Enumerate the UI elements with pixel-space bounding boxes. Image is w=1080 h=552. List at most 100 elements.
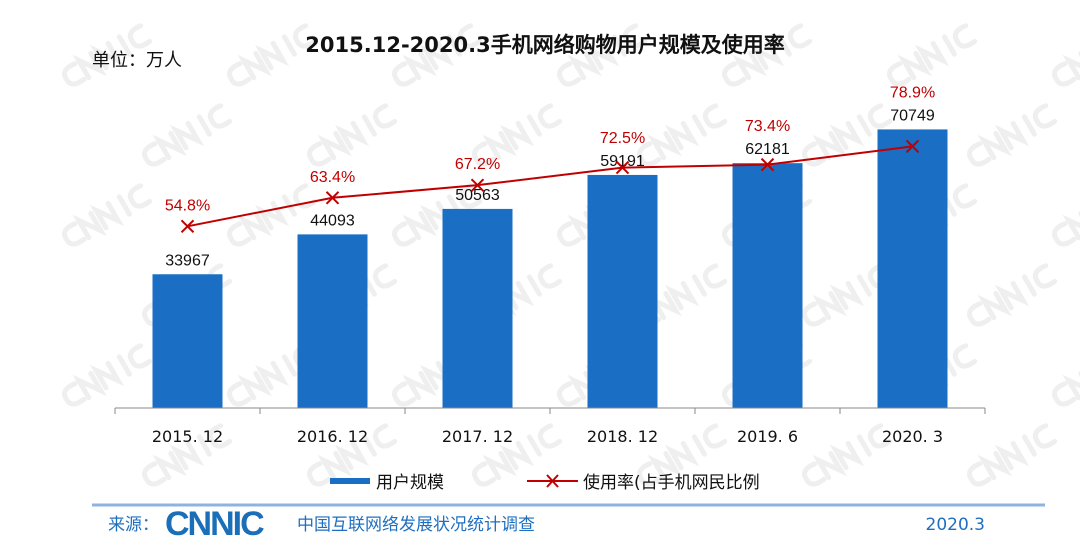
- rate-marker: [760, 157, 775, 172]
- watermark-letter: [1021, 274, 1037, 297]
- watermark-letter: [227, 381, 252, 407]
- watermark-letter: [977, 130, 1012, 161]
- x-tick-label: 2017. 12: [442, 427, 513, 446]
- watermark-letter: [372, 103, 398, 129]
- watermark-mark: [62, 183, 153, 247]
- watermark-mark: [637, 423, 728, 487]
- bars: 33967 44093 50563 59191 62181 70749: [152, 107, 948, 408]
- bar: [442, 208, 513, 408]
- watermark-letter: [802, 461, 827, 487]
- source-label: 来源：: [108, 515, 159, 535]
- watermark-letter: [856, 274, 872, 297]
- watermark-letter: [702, 263, 728, 289]
- watermark-letter: [977, 450, 1012, 481]
- watermark-mark: [1052, 200, 1080, 247]
- watermark-letter: [116, 354, 132, 377]
- watermark-letter: [237, 50, 272, 81]
- x-ticks: 2015. 12 2016. 12 2017. 12 2018. 12 2019. 6 2…: [114, 408, 986, 446]
- bar-value-label: 59191: [600, 153, 645, 170]
- watermark-letter: [812, 450, 847, 481]
- watermark-letter: [1021, 114, 1037, 137]
- watermark-mark: [392, 23, 483, 87]
- watermark-mark: [887, 23, 978, 87]
- watermark-mark: [142, 103, 233, 167]
- watermark-letter: [281, 34, 297, 57]
- watermark-letter: [292, 183, 318, 209]
- watermark-letter: [227, 61, 252, 87]
- watermark-letter: [334, 440, 370, 471]
- watermark-letter: [292, 23, 318, 49]
- rate-marker: [615, 160, 630, 175]
- watermark-letter: [537, 423, 563, 449]
- watermark-letter: [1062, 370, 1080, 401]
- watermark-mark: [472, 103, 563, 167]
- watermark-letter: [1052, 381, 1077, 407]
- watermark-letter: [557, 381, 582, 407]
- watermark-mark: [802, 423, 893, 487]
- legend-bar-swatch: [330, 478, 370, 484]
- watermark-letter: [622, 23, 648, 49]
- watermark-letter: [967, 461, 992, 487]
- rate-marker: [905, 139, 920, 154]
- watermark-mark: [967, 263, 1058, 327]
- watermark-letter: [526, 114, 542, 137]
- bar-value-label: 33967: [165, 252, 210, 269]
- watermark-letter: [152, 450, 187, 481]
- watermark-letter: [142, 141, 167, 167]
- rate-marker: [470, 178, 485, 192]
- watermark-letter: [307, 141, 332, 167]
- watermark-mark: [62, 23, 153, 87]
- watermark-letter: [196, 114, 212, 137]
- watermark-letter: [664, 280, 700, 311]
- watermark-letter: [207, 423, 233, 449]
- watermark-letter: [116, 34, 132, 57]
- watermark-letter: [89, 200, 125, 231]
- watermark-letter: [254, 200, 290, 231]
- watermark-letter: [994, 440, 1030, 471]
- watermark-mark: [307, 103, 398, 167]
- bar: [297, 234, 368, 408]
- rate-label: 63.4%: [310, 169, 355, 186]
- bar-value-label: 44093: [310, 212, 355, 229]
- watermark-letter: [1032, 423, 1058, 449]
- watermark-letter: [1062, 210, 1080, 241]
- watermark-letter: [1062, 50, 1080, 81]
- rate-label: 54.8%: [165, 197, 210, 214]
- watermark-letter: [1052, 61, 1077, 87]
- watermark-letter: [1021, 434, 1037, 457]
- watermark-letter: [994, 120, 1030, 151]
- watermark-letter: [152, 130, 187, 161]
- watermark-letter: [457, 23, 483, 49]
- watermark-letter: [72, 50, 107, 81]
- watermark-letter: [392, 61, 417, 87]
- legend-x-marker-icon: [546, 474, 559, 488]
- watermark-letter: [227, 221, 252, 247]
- watermark-letter: [977, 290, 1012, 321]
- x-tick-label: 2015. 12: [152, 427, 223, 446]
- legend: 用户规模 使用率(占手机网民比例: [330, 472, 760, 493]
- watermark-mark: [802, 263, 893, 327]
- watermark-letter: [829, 120, 865, 151]
- watermark-letter: [637, 141, 662, 167]
- watermark-letter: [537, 103, 563, 129]
- watermark-letter: [1052, 221, 1077, 247]
- watermark-letter: [897, 50, 932, 81]
- watermark-letter: [526, 274, 542, 297]
- watermark-letter: [142, 461, 167, 487]
- watermark-letter: [941, 34, 957, 57]
- watermark-letter: [237, 210, 272, 241]
- watermark-letter: [472, 461, 497, 487]
- watermark-mark: [142, 423, 233, 487]
- watermark-letter: [254, 360, 290, 391]
- watermark-letter: [237, 370, 272, 401]
- watermark-letter: [482, 450, 517, 481]
- legend-line-label: 使用率(占手机网民比例: [583, 472, 760, 493]
- watermark-letter: [89, 40, 125, 71]
- rate-polyline: [187, 145, 913, 228]
- rate-label: 72.5%: [600, 130, 645, 147]
- watermark-letter: [994, 280, 1030, 311]
- watermark-letter: [127, 23, 153, 49]
- watermark-letter: [776, 34, 792, 57]
- watermark-mark: [1052, 360, 1080, 407]
